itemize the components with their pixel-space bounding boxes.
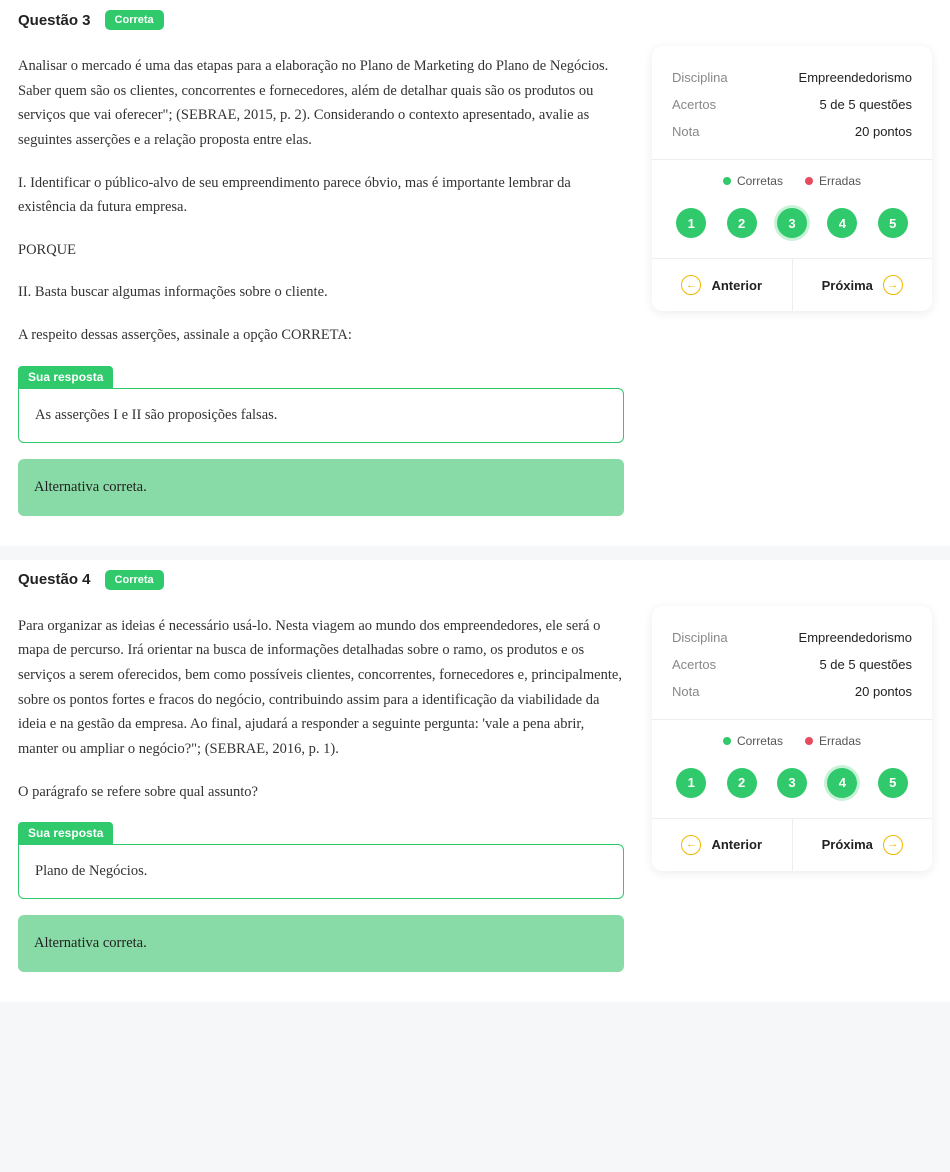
meta-label: Acertos [672, 657, 716, 672]
next-label: Próxima [822, 837, 873, 852]
question-dots: 12345 [652, 198, 932, 258]
prev-label: Anterior [711, 278, 762, 293]
question-dot[interactable]: 1 [676, 208, 706, 238]
meta-row: Nota 20 pontos [672, 118, 912, 145]
meta-row: Nota 20 pontos [672, 678, 912, 705]
legend-correct-label: Corretas [737, 734, 783, 748]
answer-box: Plano de Negócios. [18, 844, 624, 899]
legend: Corretas Erradas [652, 719, 932, 758]
meta-value: Empreendedorismo [799, 630, 912, 645]
summary-card: Disciplina Empreendedorismo Acertos 5 de 5 … [652, 606, 932, 871]
question-paragraph: I. Identificar o público-alvo de seu emp… [18, 171, 624, 220]
meta-value: 20 pontos [855, 684, 912, 699]
question-header: Questão 4 Correta [18, 570, 624, 590]
question-dot[interactable]: 3 [777, 208, 807, 238]
question-paragraph: O parágrafo se refere sobre qual assunto… [18, 780, 624, 805]
legend-wrong: Erradas [805, 174, 861, 188]
question-block: Questão 4 Correta Para organizar as ideias… [0, 560, 950, 1002]
question-dots: 12345 [652, 758, 932, 818]
question-block: Questão 3 Correta Analisar o mercado é uma… [0, 0, 950, 546]
feedback-box: Alternativa correta. [18, 459, 624, 516]
feedback-box: Alternativa correta. [18, 915, 624, 972]
meta-label: Disciplina [672, 70, 728, 85]
question-title: Questão 4 [18, 571, 91, 588]
meta-label: Nota [672, 124, 699, 139]
next-label: Próxima [822, 278, 873, 293]
answer-tag: Sua resposta [18, 366, 113, 388]
next-button[interactable]: Próxima → [792, 259, 933, 311]
next-button[interactable]: Próxima → [792, 819, 933, 871]
dot-green-icon [723, 737, 731, 745]
nav: ← Anterior Próxima → [652, 258, 932, 311]
question-dot[interactable]: 5 [878, 208, 908, 238]
question-paragraph: II. Basta buscar algumas informações sob… [18, 280, 624, 305]
question-dot[interactable]: 4 [827, 768, 857, 798]
question-main: Questão 4 Correta Para organizar as ideias… [18, 570, 624, 972]
prev-label: Anterior [711, 837, 762, 852]
summary-meta: Disciplina Empreendedorismo Acertos 5 de 5 … [652, 46, 932, 159]
question-header: Questão 3 Correta [18, 10, 624, 30]
question-paragraph: A respeito dessas asserções, assinale a … [18, 323, 624, 348]
question-body: Analisar o mercado é uma das etapas para… [18, 54, 624, 348]
question-paragraph: Para organizar as ideias é necessário us… [18, 614, 624, 762]
question-main: Questão 3 Correta Analisar o mercado é uma… [18, 10, 624, 516]
meta-value: Empreendedorismo [799, 70, 912, 85]
meta-label: Acertos [672, 97, 716, 112]
prev-button[interactable]: ← Anterior [652, 819, 792, 871]
meta-label: Nota [672, 684, 699, 699]
answer-section: Sua respostaPlano de Negócios. [18, 822, 624, 899]
nav: ← Anterior Próxima → [652, 818, 932, 871]
dot-red-icon [805, 177, 813, 185]
question-dot[interactable]: 1 [676, 768, 706, 798]
arrow-left-icon: ← [681, 835, 701, 855]
question-title: Questão 3 [18, 12, 91, 29]
meta-row: Disciplina Empreendedorismo [672, 64, 912, 91]
question-dot[interactable]: 5 [878, 768, 908, 798]
legend-correct: Corretas [723, 734, 783, 748]
meta-row: Disciplina Empreendedorismo [672, 624, 912, 651]
legend-correct: Corretas [723, 174, 783, 188]
legend-wrong-label: Erradas [819, 734, 861, 748]
status-badge: Correta [105, 10, 164, 30]
legend-wrong-label: Erradas [819, 174, 861, 188]
dot-green-icon [723, 177, 731, 185]
question-dot[interactable]: 2 [727, 768, 757, 798]
legend: Corretas Erradas [652, 159, 932, 198]
meta-value: 5 de 5 questões [819, 97, 912, 112]
arrow-right-icon: → [883, 835, 903, 855]
summary-meta: Disciplina Empreendedorismo Acertos 5 de 5 … [652, 606, 932, 719]
arrow-left-icon: ← [681, 275, 701, 295]
question-dot[interactable]: 3 [777, 768, 807, 798]
legend-correct-label: Corretas [737, 174, 783, 188]
question-body: Para organizar as ideias é necessário us… [18, 614, 624, 804]
dot-red-icon [805, 737, 813, 745]
meta-value: 5 de 5 questões [819, 657, 912, 672]
meta-label: Disciplina [672, 630, 728, 645]
answer-tag: Sua resposta [18, 822, 113, 844]
meta-value: 20 pontos [855, 124, 912, 139]
question-paragraph: PORQUE [18, 238, 624, 263]
meta-row: Acertos 5 de 5 questões [672, 651, 912, 678]
question-dot[interactable]: 4 [827, 208, 857, 238]
question-dot[interactable]: 2 [727, 208, 757, 238]
answer-section: Sua respostaAs asserções I e II são prop… [18, 366, 624, 443]
status-badge: Correta [105, 570, 164, 590]
prev-button[interactable]: ← Anterior [652, 259, 792, 311]
question-paragraph: Analisar o mercado é uma das etapas para… [18, 54, 624, 153]
summary-card: Disciplina Empreendedorismo Acertos 5 de 5 … [652, 46, 932, 311]
arrow-right-icon: → [883, 275, 903, 295]
legend-wrong: Erradas [805, 734, 861, 748]
meta-row: Acertos 5 de 5 questões [672, 91, 912, 118]
answer-box: As asserções I e II são proposições fals… [18, 388, 624, 443]
